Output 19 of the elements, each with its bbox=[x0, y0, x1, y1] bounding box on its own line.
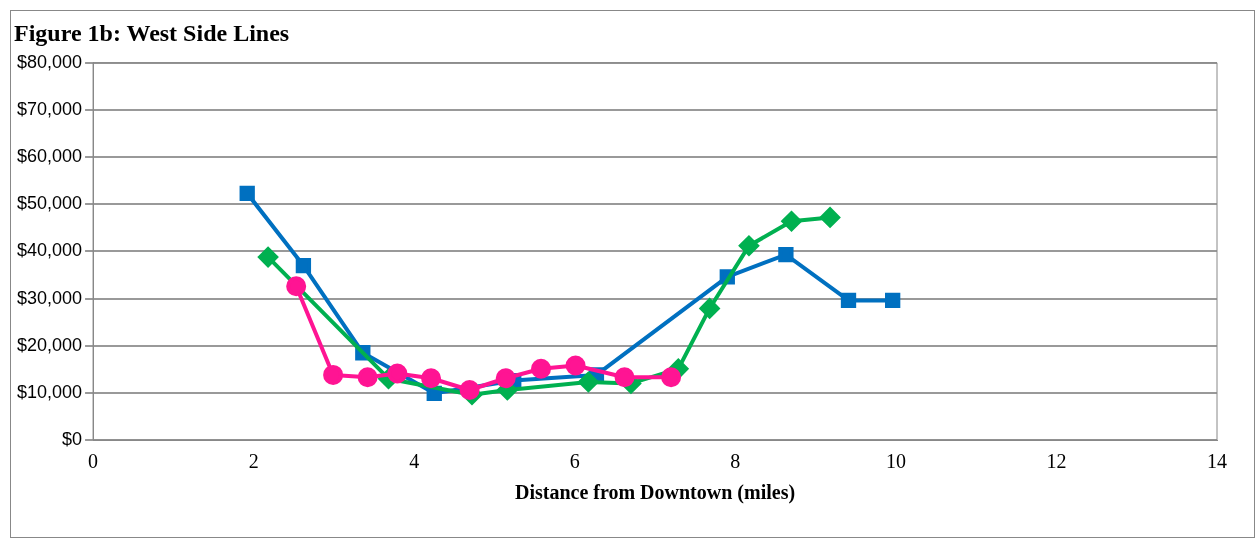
x-tick-label: 6 bbox=[569, 450, 580, 473]
y-tick-label: $0 bbox=[62, 428, 83, 449]
x-tick-label: 10 bbox=[885, 450, 906, 473]
y-tick-label: $50,000 bbox=[16, 193, 83, 214]
y-tick-label: $80,000 bbox=[16, 51, 83, 72]
chart-title: Figure 1b: West Side Lines bbox=[14, 19, 290, 46]
x-tick-label: 12 bbox=[1046, 450, 1067, 473]
x-tick-label: 0 bbox=[88, 450, 99, 473]
x-tick-label: 2 bbox=[248, 450, 259, 473]
x-tick-label: 14 bbox=[1207, 450, 1227, 473]
y-tick-label: $30,000 bbox=[16, 287, 83, 308]
y-tick-label: $20,000 bbox=[16, 334, 83, 355]
x-axis-title: Distance from Downtown (miles) bbox=[514, 481, 796, 505]
y-tick-label: $70,000 bbox=[16, 98, 83, 119]
y-tick-label: $10,000 bbox=[16, 381, 83, 402]
x-tick-label: 8 bbox=[730, 450, 741, 473]
y-tick-label: $40,000 bbox=[16, 240, 83, 261]
y-tick-label: $60,000 bbox=[16, 146, 83, 167]
x-tick-label: 4 bbox=[409, 450, 420, 473]
